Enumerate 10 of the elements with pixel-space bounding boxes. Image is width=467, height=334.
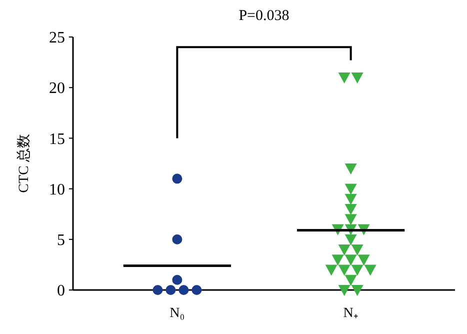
- y-tick-label: 5: [57, 232, 65, 249]
- y-tick-label: 15: [49, 130, 65, 148]
- y-tick-label: 20: [49, 80, 65, 98]
- y-axis-title: CTC 总数: [16, 134, 32, 193]
- y-tick-label: 10: [49, 181, 65, 198]
- y-tick-label: 25: [49, 30, 65, 47]
- x-tick-label: N₀: [170, 306, 185, 321]
- x-tick-label: N₊: [343, 306, 358, 321]
- text: P=0.038: [238, 8, 290, 24]
- y-tick-label: 0: [57, 282, 65, 300]
